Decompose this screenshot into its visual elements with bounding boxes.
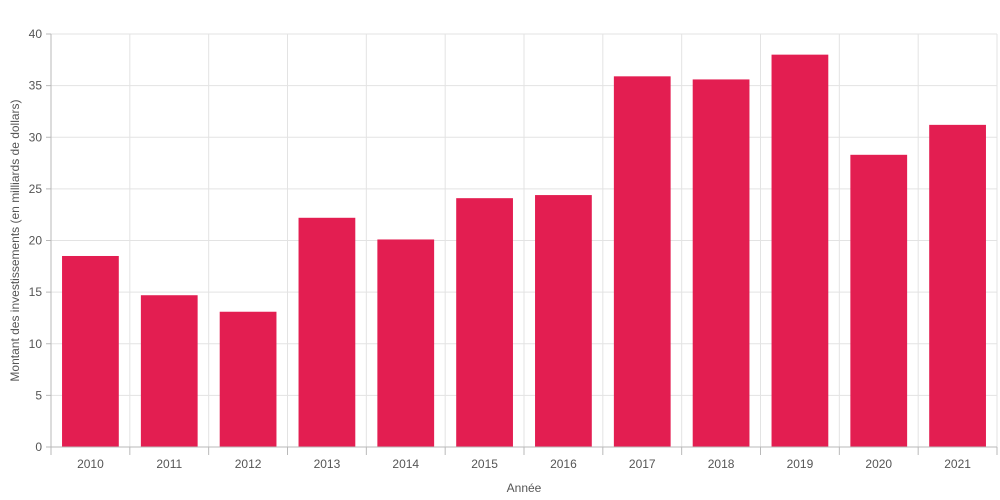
bar-2020[interactable] [850,154,908,448]
bars [62,54,986,448]
x-tick-label: 2019 [787,457,814,471]
x-tick-label: 2020 [865,457,892,471]
bar-2018[interactable] [692,79,750,448]
bar-2021[interactable] [929,124,986,448]
bar-2014[interactable] [377,239,435,447]
x-tick-label: 2021 [944,457,971,471]
y-tick-label: 25 [29,182,43,196]
x-axis-title: Année [507,481,542,495]
bar-2010[interactable] [62,255,119,447]
bar-2015[interactable] [456,198,513,447]
x-tick-label: 2014 [392,457,419,471]
x-tick-label: 2018 [708,457,735,471]
grid [46,33,998,455]
x-tick-label: 2016 [550,457,577,471]
y-tick-label: 10 [29,337,43,351]
bar-2017[interactable] [613,76,671,448]
y-tick-label: 20 [29,234,43,248]
bar-2013[interactable] [298,217,356,447]
x-tick-label: 2011 [156,457,182,471]
y-tick-label: 30 [29,130,43,144]
bar-2011[interactable] [140,295,198,447]
y-tick-label: 15 [29,285,43,299]
x-tick-label: 2010 [77,457,104,471]
y-tick-label: 35 [29,79,43,93]
y-tick-label: 0 [35,440,42,454]
bar-2012[interactable] [219,311,277,447]
y-tick-label: 40 [29,27,43,41]
y-axis-title: Montant des investissements (en milliard… [8,99,22,381]
x-tick-labels: 2010 2011 2012 2013 2014 2015 2016 2017 2018 2019… [77,457,971,471]
x-tick-label: 2015 [471,457,498,471]
bar-2016[interactable] [535,195,592,447]
y-tick-label: 5 [35,388,42,402]
axes [50,34,997,455]
x-tick-label: 2012 [235,457,262,471]
y-tick-labels: 0 5 10 15 20 25 30 35 40 [29,27,43,454]
x-tick-label: 2013 [314,457,341,471]
bar-2019[interactable] [771,54,829,448]
x-tick-label: 2017 [629,457,656,471]
